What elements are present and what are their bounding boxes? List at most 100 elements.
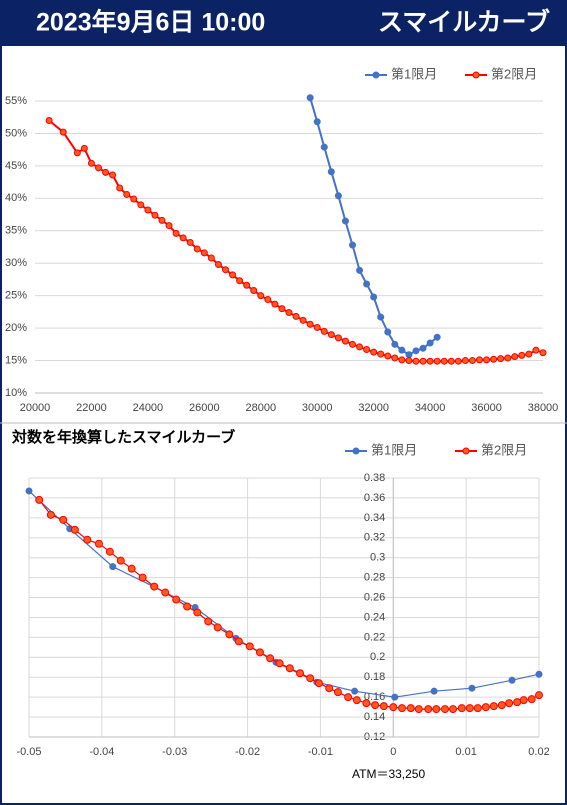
data-point	[257, 292, 265, 300]
data-point	[236, 277, 244, 285]
data-point	[508, 676, 516, 684]
data-point	[535, 670, 543, 678]
data-point	[379, 702, 388, 711]
data-point	[476, 356, 483, 364]
data-point	[504, 354, 512, 362]
data-point	[518, 351, 526, 359]
data-point	[123, 190, 131, 198]
data-point	[207, 254, 215, 262]
data-point	[334, 192, 342, 200]
data-point	[296, 669, 305, 678]
data-point	[151, 211, 159, 219]
y-tick-label: 25%	[5, 290, 27, 302]
data-point	[461, 357, 469, 365]
data-point	[406, 704, 415, 713]
data-point	[314, 679, 323, 688]
data-point	[172, 595, 181, 604]
data-point	[225, 630, 234, 639]
legend-label: 第2限月	[481, 442, 527, 457]
legend-marker	[352, 447, 360, 455]
data-point	[292, 312, 300, 320]
data-point	[370, 293, 378, 301]
data-point	[158, 216, 166, 224]
y-tick-label: 0.32	[364, 532, 385, 544]
data-point	[405, 357, 413, 365]
x-tick-label: 36000	[471, 402, 502, 414]
legend-label: 第1限月	[391, 66, 437, 81]
data-point	[105, 547, 114, 556]
data-point	[363, 346, 371, 354]
data-point	[525, 350, 533, 358]
x-tick-label: -0.03	[162, 746, 187, 758]
data-point	[87, 159, 95, 167]
legend-marker	[462, 447, 470, 455]
data-point	[465, 704, 474, 713]
data-point	[412, 347, 420, 355]
data-point	[349, 241, 356, 249]
data-point	[457, 704, 466, 713]
data-point	[405, 351, 413, 359]
y-tick-label: 30%	[5, 257, 27, 269]
data-point	[285, 309, 293, 317]
data-point	[539, 349, 547, 357]
data-point	[363, 280, 371, 288]
data-point	[275, 659, 284, 668]
data-point	[266, 654, 275, 663]
y-tick-label: 0.26	[364, 591, 385, 603]
data-point	[95, 164, 102, 172]
data-point	[299, 316, 307, 324]
y-tick-label: 35%	[5, 225, 27, 237]
data-point	[193, 608, 202, 617]
data-point	[490, 355, 498, 363]
header-bar	[0, 0, 567, 46]
data-point	[116, 184, 124, 192]
data-point	[483, 356, 491, 364]
data-point	[447, 357, 455, 365]
data-point	[398, 356, 406, 364]
data-point	[532, 346, 540, 354]
data-point	[102, 168, 110, 176]
data-point	[161, 588, 170, 597]
data-point	[468, 684, 476, 692]
y-tick-label: 0.38	[364, 472, 385, 484]
data-point	[398, 346, 406, 354]
y-tick-label: 15%	[5, 354, 27, 366]
data-point	[454, 357, 462, 365]
data-point	[352, 696, 361, 705]
data-point	[505, 699, 514, 708]
y-tick-label: 0.34	[364, 512, 385, 524]
y-tick-label: 55%	[5, 95, 27, 107]
data-point	[186, 238, 194, 246]
x-tick-label: 0.02	[528, 746, 549, 758]
data-point	[46, 510, 55, 519]
x-tick-label: 30000	[302, 402, 333, 414]
legend-label: 第2限月	[491, 66, 537, 81]
data-point	[313, 118, 321, 126]
data-point	[440, 357, 448, 365]
data-point	[278, 305, 286, 313]
data-point	[424, 705, 433, 714]
data-point	[419, 357, 427, 365]
data-point	[165, 222, 173, 230]
data-point	[349, 340, 356, 348]
y-tick-label: 0.24	[364, 611, 385, 623]
data-point	[371, 701, 380, 710]
data-point	[83, 535, 92, 544]
data-point	[35, 495, 44, 504]
data-point	[183, 602, 192, 611]
data-point	[398, 704, 407, 713]
data-point	[535, 691, 543, 700]
data-point	[391, 340, 399, 348]
data-point	[519, 696, 528, 705]
data-point	[370, 348, 378, 356]
data-point	[285, 664, 294, 673]
x-tick-label: 0.01	[455, 746, 476, 758]
header-date: 2023年9月6日 10:00	[36, 8, 265, 37]
y-tick-label: 0.3	[370, 552, 385, 564]
data-point	[214, 261, 222, 269]
data-point	[377, 313, 385, 321]
data-point	[73, 149, 81, 157]
data-point	[341, 217, 349, 225]
data-point	[391, 354, 399, 362]
